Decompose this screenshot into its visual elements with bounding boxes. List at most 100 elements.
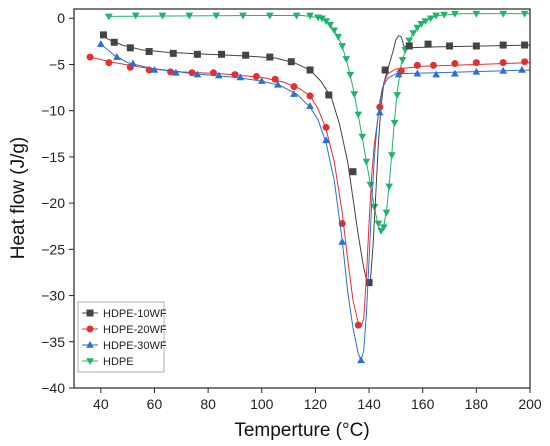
data-point-HDPE-42 <box>440 11 449 19</box>
data-point-HDPE-20WF-9 <box>271 75 279 83</box>
data-point-HDPE-20WF-22 <box>521 58 529 66</box>
data-point-HDPE-12 <box>326 21 335 29</box>
data-point-HDPE-30WF-21 <box>499 66 508 74</box>
data-point-HDPE-10WF-3 <box>145 48 153 56</box>
data-point-HDPE-31 <box>393 92 402 99</box>
data-point-HDPE-41 <box>432 12 440 20</box>
y-tick-label-7: −35 <box>41 334 65 350</box>
series-HDPE-30WF <box>96 40 530 364</box>
data-point-HDPE-20WF-19 <box>451 60 459 68</box>
data-point-HDPE-20WF-10 <box>290 83 298 91</box>
data-point-HDPE-30WF-3 <box>150 65 159 73</box>
data-point-HDPE-1 <box>131 12 140 20</box>
data-point-HDPE-22 <box>366 181 375 189</box>
data-point-HDPE-14 <box>334 33 343 41</box>
data-point-HDPE-2 <box>158 12 167 20</box>
data-point-HDPE-35 <box>405 37 414 45</box>
data-point-HDPE-19 <box>354 111 363 119</box>
y-tick-label-4: −20 <box>41 195 65 211</box>
data-point-HDPE-10WF-13 <box>365 279 373 287</box>
y-axis-title: Heat flow (J/g) <box>8 137 29 259</box>
data-point-HDPE-20WF-5 <box>188 69 196 77</box>
data-point-HDPE-20WF-1 <box>105 59 113 67</box>
x-tick-label-0: 40 <box>93 396 109 412</box>
legend: HDPE-10WF HDPE-20WF HDPE-30WF HDPE <box>77 301 167 373</box>
x-tick-label-8: 200 <box>518 396 542 412</box>
data-point-HDPE-15 <box>338 43 347 51</box>
data-point-HDPE-11 <box>322 18 330 26</box>
data-point-HDPE-36 <box>409 30 418 38</box>
data-point-HDPE-23 <box>370 204 379 211</box>
data-point-HDPE-10WF-2 <box>126 44 134 52</box>
legend-marker-HDPE-30WF <box>86 340 94 348</box>
data-point-HDPE-30WF-6 <box>214 71 223 79</box>
data-point-HDPE-45 <box>499 10 508 18</box>
data-point-HDPE-21 <box>362 158 371 166</box>
legend-item-HDPE-20WF: HDPE-20WF <box>82 324 167 336</box>
legend-label-HDPE-30WF: HDPE-30WF <box>103 340 167 352</box>
y-tick-label-6: −30 <box>41 288 65 304</box>
data-point-HDPE-28 <box>385 183 394 191</box>
data-point-HDPE-30WF-1 <box>113 53 121 60</box>
data-point-HDPE-10WF-5 <box>193 50 201 58</box>
data-point-HDPE-30WF-22 <box>518 65 526 73</box>
data-point-HDPE-30 <box>390 119 399 127</box>
data-point-HDPE-20WF-0 <box>86 53 94 61</box>
y-tick-label-5: −25 <box>41 241 65 257</box>
series-layer <box>86 10 530 364</box>
data-point-HDPE-10WF-19 <box>499 41 507 49</box>
data-point-HDPE-20WF-20 <box>472 59 480 67</box>
x-axis-title: Temperture (°C) <box>234 420 369 441</box>
data-point-HDPE-10WF-10 <box>306 66 314 74</box>
series-line-HDPE-30WF <box>100 43 530 362</box>
data-point-HDPE-10WF-1 <box>110 38 118 46</box>
data-point-HDPE-20WF-15 <box>376 103 384 111</box>
data-point-HDPE-30WF-5 <box>193 70 202 78</box>
data-point-HDPE-30WF-9 <box>274 80 282 88</box>
legend-item-HDPE-10WF: HDPE-10WF <box>82 308 167 320</box>
data-point-HDPE-20WF-21 <box>499 59 507 67</box>
data-point-HDPE-20WF-6 <box>209 69 217 77</box>
data-point-HDPE-43 <box>451 10 459 18</box>
legend-label-HDPE-20WF: HDPE-20WF <box>103 324 167 336</box>
data-point-HDPE-24 <box>374 220 383 228</box>
data-point-HDPE-10 <box>318 15 326 23</box>
y-tick-label-0: 0 <box>57 10 65 26</box>
data-point-HDPE-10WF-18 <box>472 42 480 50</box>
y-tick-label-8: −40 <box>41 380 65 396</box>
data-point-HDPE-20WF-14 <box>354 321 362 329</box>
series-HDPE-20WF <box>86 53 530 329</box>
data-point-HDPE-13 <box>330 27 339 35</box>
series-HDPE-10WF <box>100 31 530 287</box>
data-point-HDPE-20WF-18 <box>429 61 437 69</box>
data-point-HDPE-20WF-4 <box>167 68 175 76</box>
x-tick-label-3: 100 <box>250 396 274 412</box>
data-point-HDPE-40 <box>426 15 435 23</box>
data-point-HDPE-20 <box>358 133 367 141</box>
data-point-HDPE-33 <box>398 57 407 64</box>
data-point-HDPE-10WF-12 <box>349 168 357 176</box>
data-point-HDPE-30WF-4 <box>172 68 180 76</box>
data-point-HDPE-30WF-0 <box>96 40 105 47</box>
y-tick-label-2: −10 <box>41 103 65 119</box>
data-point-HDPE-4 <box>212 12 221 20</box>
legend-marker-HDPE-20WF <box>86 325 94 333</box>
data-point-HDPE-20WF-17 <box>413 61 421 69</box>
y-tick-label-3: −15 <box>41 149 65 165</box>
data-point-HDPE-20WF-7 <box>231 71 239 79</box>
data-point-HDPE-18 <box>350 91 359 99</box>
data-point-HDPE-27 <box>382 209 391 217</box>
legend-item-HDPE-30WF: HDPE-30WF <box>82 340 167 352</box>
data-point-HDPE-39 <box>421 18 430 26</box>
data-point-HDPE-6 <box>265 12 274 20</box>
y-tick-label-1: −5 <box>49 56 65 72</box>
data-point-HDPE-10WF-0 <box>100 31 108 39</box>
data-point-HDPE-5 <box>239 12 247 20</box>
data-point-HDPE-10WF-20 <box>521 41 529 49</box>
data-point-HDPE-10WF-14 <box>381 66 389 74</box>
data-point-HDPE-3 <box>185 12 194 20</box>
data-point-HDPE-7 <box>292 12 301 20</box>
ticks-layer: 40 60 80 100 120 140 160 180 200 0 −5 −10 −15 −20 −25 −… <box>41 10 542 412</box>
data-point-HDPE-10WF-11 <box>325 91 333 99</box>
